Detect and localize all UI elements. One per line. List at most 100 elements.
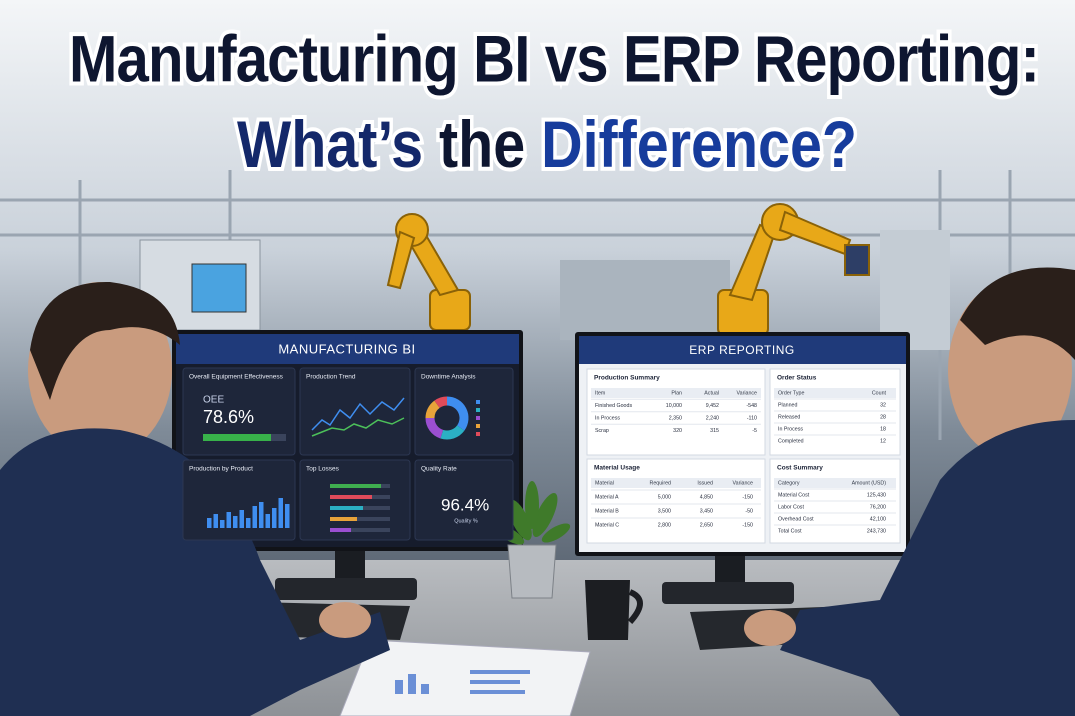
machine-screen: [191, 263, 247, 313]
donut-legend-swatch: [476, 424, 480, 428]
oee-value: 78.6%: [203, 407, 254, 427]
erp-column-header: Issued: [697, 480, 713, 486]
erp-column-header: Actual: [704, 390, 719, 396]
erp-cell: In Process: [595, 415, 620, 421]
erp-cell: Completed: [778, 438, 804, 444]
bi-panel-title: Quality Rate: [421, 466, 457, 473]
donut-slice: [425, 417, 444, 439]
plant-pot: [507, 544, 557, 599]
oee-label: OEE: [203, 395, 224, 406]
loss-bar: [330, 484, 381, 488]
erp-header-bar: [579, 336, 906, 364]
bi-panel-title: Production Trend: [306, 374, 356, 381]
erp-panel-title: Order Status: [777, 375, 817, 382]
erp-column-header: Material: [595, 480, 614, 486]
erp-cell: 4,850: [700, 494, 713, 500]
product-bar: [239, 510, 244, 528]
loss-track: [330, 528, 390, 532]
erp-column-header: Category: [778, 480, 800, 486]
product-bar: [278, 498, 283, 528]
cup-handle: [627, 589, 643, 625]
erp-column-header: Required: [650, 480, 672, 486]
erp-cell: 125,430: [867, 492, 886, 498]
erp-cell: Finished Goods: [595, 403, 632, 409]
erp-column-header: Order Type: [778, 390, 804, 396]
quality-label: Quality %: [454, 518, 478, 524]
donut-legend-swatch: [476, 416, 480, 420]
robot-arm: [386, 213, 471, 331]
erp-cell: 3,450: [700, 508, 713, 514]
product-bar: [252, 506, 257, 528]
product-bar: [220, 520, 225, 528]
erp-cell: -548: [746, 403, 757, 409]
paper-report: [339, 639, 591, 716]
erp-cell: 18: [880, 426, 886, 432]
erp-cell: -110: [747, 415, 757, 421]
coffee-cup: [585, 580, 630, 640]
donut-slice: [446, 396, 469, 431]
monitor-stand: [662, 582, 794, 604]
erp-cell: 2,650: [700, 522, 713, 528]
person-right: [744, 267, 1075, 716]
erp-cell: 2,240: [706, 415, 719, 421]
erp-cell: 320: [673, 428, 682, 434]
product-bar: [233, 516, 238, 528]
loss-bar: [330, 528, 351, 532]
erp-cell: -150: [742, 494, 753, 500]
title-line-1: Manufacturing BI vs ERP Reporting:: [69, 21, 1039, 95]
oee-fill: [203, 434, 271, 441]
plant: [495, 481, 571, 545]
machine: [560, 260, 730, 340]
title-word: What’s: [237, 107, 423, 181]
erp-table-header: [591, 388, 761, 398]
donut-legend-swatch: [476, 432, 480, 436]
erp-cell: 9,452: [706, 403, 719, 409]
erp-cell: 315: [710, 428, 719, 434]
title-word: the: [439, 107, 525, 181]
donut-slice: [425, 400, 440, 419]
erp-cell: 42,100: [870, 516, 886, 522]
erp-panel: [586, 458, 766, 544]
erp-panel-title: Production Summary: [594, 375, 660, 382]
donut-slice: [440, 425, 465, 440]
erp-panel-title: Material Usage: [594, 465, 640, 472]
loss-bar: [330, 517, 357, 521]
erp-cell: Material B: [595, 508, 619, 514]
loss-bar: [330, 506, 363, 510]
erp-cell: -150: [742, 522, 753, 528]
erp-header: ERP REPORTING: [689, 343, 794, 357]
erp-cell: -50: [745, 508, 753, 514]
erp-cell: Released: [778, 414, 800, 420]
product-bar: [272, 508, 277, 528]
erp-cell: In Process: [778, 426, 803, 432]
bi-panel-title: Production by Product: [189, 466, 253, 473]
donut-slice: [434, 396, 448, 409]
erp-cell: 32: [880, 402, 886, 408]
erp-panel: [769, 368, 901, 456]
erp-panel-title: Cost Summary: [777, 465, 823, 472]
erp-column-header: Plan: [671, 390, 682, 396]
erp-cell: Scrap: [595, 428, 609, 434]
monitor-stand: [275, 578, 417, 600]
bi-panel-title: Overall Equipment Effectiveness: [189, 374, 284, 381]
erp-cell: Material A: [595, 494, 619, 500]
title-line-2: What’s the Difference?: [237, 107, 857, 181]
bi-panel: [182, 367, 296, 456]
erp-column-header: Item: [595, 390, 606, 396]
erp-cell: 28: [880, 414, 886, 420]
erp-table-header: [591, 478, 761, 488]
paper-chart: [395, 670, 530, 694]
product-bar: [207, 518, 212, 528]
quality-value: 96.4%: [441, 495, 489, 514]
erp-cell: -5: [752, 428, 757, 434]
product-bar: [285, 504, 290, 528]
erp-cell: 2,800: [658, 522, 671, 528]
erp-cell: Total Cost: [778, 528, 802, 534]
trend-line: [311, 397, 405, 431]
robot-arm: [717, 203, 870, 336]
product-bar: [246, 518, 251, 528]
product-bar: [259, 502, 264, 528]
erp-cell: Overhead Cost: [778, 516, 814, 522]
